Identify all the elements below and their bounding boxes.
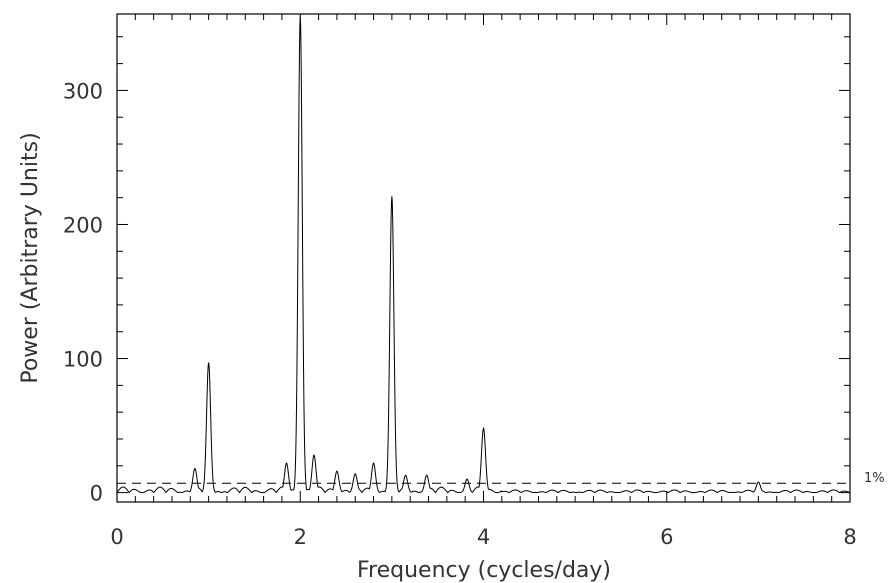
y-axis-title: Power (Arbitrary Units): [18, 132, 43, 383]
y-tick-label: 0: [90, 482, 103, 506]
threshold-label: 1%: [864, 471, 885, 486]
x-tick-label: 8: [843, 525, 856, 549]
x-tick-label: 6: [660, 525, 673, 549]
x-axis-title: Frequency (cycles/day): [357, 558, 611, 583]
x-tick-label: 2: [294, 525, 307, 549]
axis-ticks: [116, 14, 851, 502]
series-line: [116, 16, 851, 494]
y-tick-label: 200: [63, 213, 103, 237]
tick-labels: 0 2 4 6 8 0 100 200 300: [63, 79, 857, 549]
y-tick-label: 300: [63, 79, 103, 103]
x-tick-label: 4: [477, 525, 490, 549]
plot-frame: [116, 13, 851, 503]
y-tick-label: 100: [63, 348, 103, 372]
x-tick-label: 0: [110, 525, 123, 549]
